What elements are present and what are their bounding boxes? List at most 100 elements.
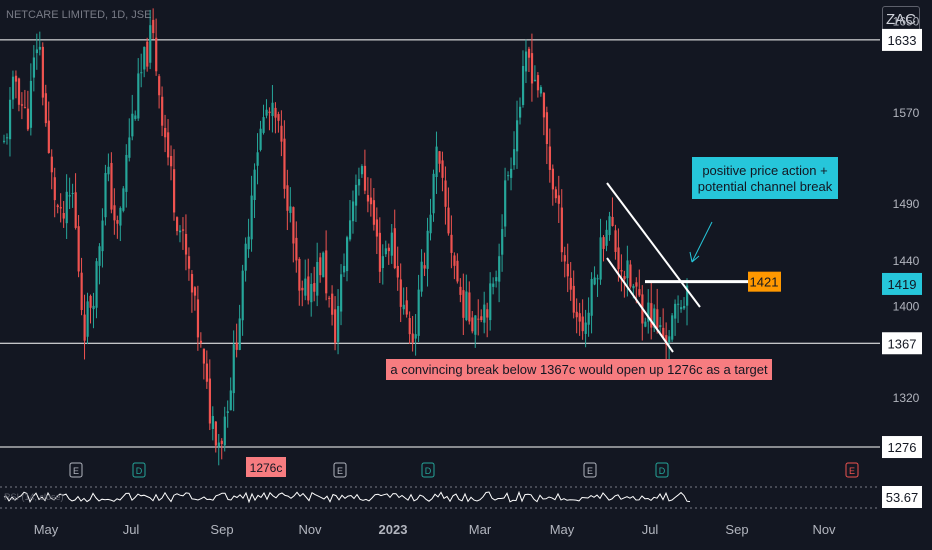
event-marker-text: D [136, 466, 143, 476]
rsi-value: 53.67 [886, 490, 919, 505]
candle-body [614, 230, 617, 252]
candle-body [426, 230, 429, 269]
candle-body [372, 200, 376, 225]
candle-body [402, 304, 405, 310]
candle-body [480, 316, 483, 321]
candle-body [527, 48, 531, 58]
candle-body [486, 309, 489, 318]
candle-body [337, 306, 340, 342]
bullish-callout-line: potential channel break [698, 179, 833, 194]
candle-body [271, 102, 274, 117]
candle-body [316, 262, 319, 296]
candle-body [357, 179, 361, 186]
candle-body [220, 440, 223, 445]
candle-body [155, 37, 158, 72]
candle-body [405, 300, 408, 315]
candle-body [539, 87, 543, 94]
candle-body [89, 295, 92, 308]
candle-body [53, 177, 56, 201]
candle-body [149, 25, 152, 63]
candle-body [399, 279, 402, 307]
candle-body [348, 220, 352, 240]
candle-body [596, 278, 599, 280]
candle-body [235, 342, 238, 350]
candle-body [83, 314, 86, 341]
y-tick-label: 1490 [893, 197, 920, 211]
candle-body [175, 217, 179, 232]
candle-body [56, 205, 59, 207]
candle-body [513, 149, 516, 166]
candle-body [632, 285, 635, 289]
resistance-label: 1421 [750, 275, 779, 290]
candle-body [462, 290, 465, 318]
candle-body [611, 216, 614, 226]
level-axis-label: 1276 [888, 440, 917, 455]
candle-body [530, 53, 534, 84]
candle-body [304, 278, 307, 296]
candle-body [683, 305, 686, 309]
candle-body [584, 322, 587, 334]
channel-upper-line [606, 182, 701, 308]
candle-body [113, 205, 116, 221]
candle-body [292, 207, 295, 244]
candle-body [95, 261, 98, 308]
candle-body [477, 318, 480, 320]
candle-body [521, 66, 525, 105]
candle-body [459, 286, 462, 295]
bullish-arrow [691, 221, 713, 263]
candle-body [533, 79, 537, 82]
candle-body [98, 246, 101, 266]
candle-body [351, 201, 355, 222]
candle-body [390, 232, 393, 256]
y-tick-label: 1400 [893, 300, 920, 314]
candle-body [587, 312, 590, 325]
target-label-bg [246, 457, 286, 477]
candle-body [629, 264, 632, 287]
event-marker-E [69, 462, 83, 478]
event-marker-text: E [587, 466, 593, 476]
candle-body [74, 192, 77, 228]
candle-body [674, 303, 677, 319]
candle-body [542, 92, 546, 118]
candle-body [393, 228, 396, 269]
y-tick-label: 1320 [893, 391, 920, 405]
candle-body [617, 247, 620, 270]
level-axis-label-bg [882, 436, 922, 459]
candle-body [11, 76, 15, 100]
candle-body [605, 229, 608, 246]
event-marker-text: D [659, 466, 666, 476]
candle-body [167, 132, 170, 158]
candle-body [548, 146, 552, 170]
candle-body [524, 51, 528, 72]
candle-body [20, 104, 24, 106]
candle-body [518, 106, 522, 118]
event-marker-E [333, 462, 347, 478]
candle-body [29, 80, 33, 128]
candle-body [226, 411, 229, 413]
candle-body [453, 255, 456, 266]
candle-body [190, 274, 194, 293]
candle-body [507, 175, 510, 177]
candle-body [173, 169, 176, 213]
candle-body [644, 321, 647, 327]
candle-body [563, 255, 566, 262]
x-tick-label: Jul [123, 522, 140, 537]
candle-body [363, 165, 367, 191]
candle-body [423, 265, 426, 269]
candle-body [32, 57, 36, 78]
last-price-label-bg [882, 272, 922, 295]
candle-body [456, 260, 459, 282]
event-marker-text: E [849, 466, 855, 476]
candle-body [578, 313, 581, 322]
candle-body [250, 195, 253, 240]
candle-body [8, 99, 12, 140]
candle-body [146, 41, 149, 67]
candle-body [510, 168, 513, 178]
candle-body [557, 195, 560, 204]
candle-body [417, 289, 420, 336]
candle-body [196, 299, 200, 338]
candle-body [119, 208, 122, 226]
candle-body [17, 78, 21, 105]
candle-body [360, 166, 364, 175]
